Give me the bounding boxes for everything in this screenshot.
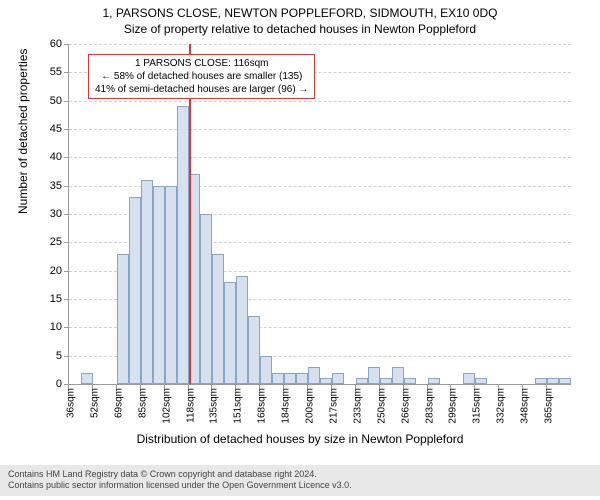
histogram-bar <box>284 373 296 384</box>
gridline <box>69 129 571 130</box>
xtick-label: 266sqm <box>400 388 411 424</box>
histogram-bar <box>272 373 284 384</box>
ytick-mark <box>64 186 69 187</box>
histogram-bar <box>153 186 165 384</box>
ytick-mark <box>64 44 69 45</box>
ytick-mark <box>64 157 69 158</box>
xtick-label: 283sqm <box>424 388 435 424</box>
histogram-bar <box>236 276 248 384</box>
ytick-label: 0 <box>32 378 62 390</box>
xtick-label: 315sqm <box>472 388 483 424</box>
xtick-label: 52sqm <box>89 388 100 418</box>
info-box: 1 PARSONS CLOSE: 116sqm ← 58% of detache… <box>88 54 315 99</box>
xtick-label: 332sqm <box>496 388 507 424</box>
gridline <box>69 157 571 158</box>
xtick-label: 69sqm <box>113 388 124 418</box>
histogram-bar <box>332 373 344 384</box>
histogram-bar <box>368 367 380 384</box>
ytick-mark <box>64 299 69 300</box>
ytick-mark <box>64 72 69 73</box>
histogram-bar <box>200 214 212 384</box>
histogram-bar <box>224 282 236 384</box>
xtick-label: 217sqm <box>328 388 339 424</box>
ytick-label: 35 <box>32 180 62 192</box>
xtick-label: 200sqm <box>305 388 316 424</box>
histogram-bar <box>81 373 93 384</box>
histogram-bar <box>404 378 416 384</box>
ytick-mark <box>64 356 69 357</box>
title-subtitle: Size of property relative to detached ho… <box>0 22 600 36</box>
histogram-bar <box>177 106 189 384</box>
ytick-label: 10 <box>32 321 62 333</box>
footer-line-2: Contains public sector information licen… <box>8 480 592 492</box>
ytick-mark <box>64 271 69 272</box>
x-axis-label: Distribution of detached houses by size … <box>0 432 600 446</box>
xtick-label: 118sqm <box>185 388 196 423</box>
xtick-label: 168sqm <box>257 388 268 424</box>
ytick-label: 20 <box>32 265 62 277</box>
xtick-label: 135sqm <box>209 388 220 424</box>
xtick-label: 233sqm <box>352 388 363 424</box>
histogram-bar <box>212 254 224 384</box>
ytick-mark <box>64 327 69 328</box>
xtick-label: 250sqm <box>376 388 387 424</box>
ytick-mark <box>64 242 69 243</box>
histogram-bar <box>141 180 153 384</box>
ytick-label: 60 <box>32 38 62 50</box>
title-block: 1, PARSONS CLOSE, NEWTON POPPLEFORD, SID… <box>0 0 600 36</box>
chart-area: 1 PARSONS CLOSE: 116sqm ← 58% of detache… <box>68 44 570 384</box>
histogram-bar <box>260 356 272 384</box>
histogram-bar <box>547 378 559 384</box>
footer: Contains HM Land Registry data © Crown c… <box>0 465 600 496</box>
xtick-label: 36sqm <box>66 388 77 418</box>
histogram-bar <box>428 378 440 384</box>
histogram-bar <box>117 254 129 384</box>
xtick-label: 151sqm <box>233 388 244 424</box>
y-axis-label: Number of detached properties <box>16 49 30 214</box>
xtick-label: 299sqm <box>448 388 459 424</box>
histogram-bar <box>463 373 475 384</box>
histogram-bar <box>475 378 487 384</box>
ytick-label: 15 <box>32 293 62 305</box>
ytick-label: 25 <box>32 236 62 248</box>
xtick-label: 102sqm <box>161 388 172 424</box>
info-line-2: ← 58% of detached houses are smaller (13… <box>95 70 308 83</box>
histogram-bar <box>165 186 177 384</box>
histogram-bar <box>559 378 571 384</box>
histogram-bar <box>308 367 320 384</box>
info-line-3: 41% of semi-detached houses are larger (… <box>95 83 308 96</box>
ytick-mark <box>64 101 69 102</box>
xtick-label: 85sqm <box>137 388 148 418</box>
histogram-bar <box>296 373 308 384</box>
ytick-mark <box>64 129 69 130</box>
ytick-label: 30 <box>32 208 62 220</box>
info-line-1: 1 PARSONS CLOSE: 116sqm <box>95 57 308 70</box>
ytick-label: 55 <box>32 66 62 78</box>
ytick-label: 45 <box>32 123 62 135</box>
ytick-mark <box>64 214 69 215</box>
xtick-label: 348sqm <box>520 388 531 424</box>
histogram-bar <box>380 378 392 384</box>
xtick-label: 365sqm <box>544 388 555 424</box>
gridline <box>69 101 571 102</box>
ytick-label: 5 <box>32 350 62 362</box>
histogram-bar <box>129 197 141 384</box>
ytick-label: 50 <box>32 95 62 107</box>
gridline <box>69 44 571 45</box>
xtick-label: 184sqm <box>281 388 292 424</box>
footer-line-1: Contains HM Land Registry data © Crown c… <box>8 469 592 481</box>
title-address: 1, PARSONS CLOSE, NEWTON POPPLEFORD, SID… <box>0 6 600 20</box>
ytick-label: 40 <box>32 151 62 163</box>
histogram-bar <box>248 316 260 384</box>
histogram-bar <box>392 367 404 384</box>
histogram-bar <box>356 378 368 384</box>
